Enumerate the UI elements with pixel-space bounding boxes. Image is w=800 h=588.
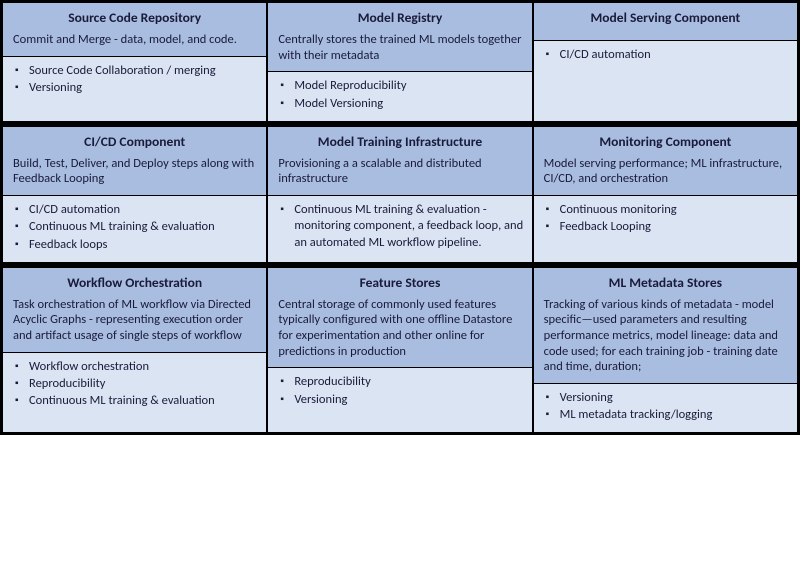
cell-header: Feature Stores Central storage of commonl… — [268, 268, 531, 368]
cell-header: Model Serving Component — [534, 3, 797, 40]
cell-desc: Provisioning a a scalable and distribute… — [278, 156, 521, 187]
cell-title: Model Registry — [278, 9, 521, 26]
bullet-item: CI/CD automation — [546, 47, 789, 63]
cell-desc: Central storage of commonly used feature… — [278, 297, 521, 360]
component-grid: Source Code Repository Commit and Merge -… — [0, 0, 800, 435]
bullet-item: Model Versioning — [280, 96, 523, 112]
cell-header: ML Metadata Stores Tracking of various ki… — [534, 268, 797, 383]
cell-title: Model Serving Component — [544, 9, 787, 26]
cell-header: Source Code Repository Commit and Merge -… — [3, 3, 266, 56]
cell-r1c2: Monitoring Component Model serving perfor… — [533, 126, 798, 263]
cell-title: Monitoring Component — [544, 133, 787, 150]
bullet-item: Continuous ML training & evaluation - mo… — [280, 202, 523, 251]
cell-bullets: CI/CD automationContinuous ML training &… — [3, 195, 266, 262]
bullet-item: Versioning — [546, 390, 789, 406]
cell-r1c0: CI/CD Component Build, Test, Deliver, and… — [2, 126, 267, 263]
bullet-item: Continuous ML training & evaluation — [15, 393, 258, 409]
cell-header: Workflow Orchestration Task orchestration… — [3, 268, 266, 352]
cell-r2c0: Workflow Orchestration Task orchestration… — [2, 267, 267, 434]
bullet-item: Feedback Looping — [546, 219, 789, 235]
cell-desc: Build, Test, Deliver, and Deploy steps a… — [13, 156, 256, 187]
cell-header: Model Training Infrastructure Provisionin… — [268, 127, 531, 195]
cell-header: Monitoring Component Model serving perfor… — [534, 127, 797, 195]
cell-bullets: Workflow orchestrationReproducibilityCon… — [3, 352, 266, 433]
cell-title: ML Metadata Stores — [544, 274, 787, 291]
bullet-item: Reproducibility — [15, 376, 258, 392]
cell-desc: Centrally stores the trained ML models t… — [278, 32, 521, 63]
cell-title: CI/CD Component — [13, 133, 256, 150]
bullet-item: Reproducibility — [280, 374, 523, 390]
bullet-item: CI/CD automation — [15, 202, 258, 218]
bullet-item: Feedback loops — [15, 237, 258, 253]
cell-r0c1: Model Registry Centrally stores the train… — [267, 2, 532, 122]
cell-bullets: Continuous monitoringFeedback Looping — [534, 195, 797, 262]
cell-header: CI/CD Component Build, Test, Deliver, and… — [3, 127, 266, 195]
cell-bullets: Continuous ML training & evaluation - mo… — [268, 195, 531, 262]
bullet-item: Source Code Collaboration / merging — [15, 63, 258, 79]
bullet-item: ML metadata tracking/logging — [546, 407, 789, 423]
bullet-item: Model Reproducibility — [280, 78, 523, 94]
cell-title: Source Code Repository — [13, 9, 256, 26]
cell-title: Feature Stores — [278, 274, 521, 291]
cell-r1c1: Model Training Infrastructure Provisionin… — [267, 126, 532, 263]
cell-desc: Tracking of various kinds of metadata - … — [544, 297, 787, 375]
cell-header: Model Registry Centrally stores the train… — [268, 3, 531, 71]
cell-title: Workflow Orchestration — [13, 274, 256, 291]
cell-r2c2: ML Metadata Stores Tracking of various ki… — [533, 267, 798, 434]
cell-r0c0: Source Code Repository Commit and Merge -… — [2, 2, 267, 122]
cell-bullets: CI/CD automation — [534, 40, 797, 121]
cell-desc: Task orchestration of ML workflow via Di… — [13, 297, 256, 344]
cell-bullets: Source Code Collaboration / mergingVersi… — [3, 56, 266, 121]
cell-bullets: VersioningML metadata tracking/logging — [534, 383, 797, 433]
cell-bullets: Reproducibility Versioning — [268, 367, 531, 432]
bullet-item: Continuous ML training & evaluation — [15, 219, 258, 235]
cell-r0c2: Model Serving Component CI/CD automation — [533, 2, 798, 122]
cell-desc: Commit and Merge - data, model, and code… — [13, 32, 256, 48]
cell-bullets: Model Reproducibility Model Versioning — [268, 71, 531, 121]
bullet-item: Versioning — [15, 80, 258, 96]
bullet-item: Versioning — [280, 392, 523, 408]
cell-r2c1: Feature Stores Central storage of commonl… — [267, 267, 532, 434]
bullet-item: Continuous monitoring — [546, 202, 789, 218]
cell-desc: Model serving performance; ML infrastruc… — [544, 156, 787, 187]
bullet-item: Workflow orchestration — [15, 359, 258, 375]
cell-title: Model Training Infrastructure — [278, 133, 521, 150]
